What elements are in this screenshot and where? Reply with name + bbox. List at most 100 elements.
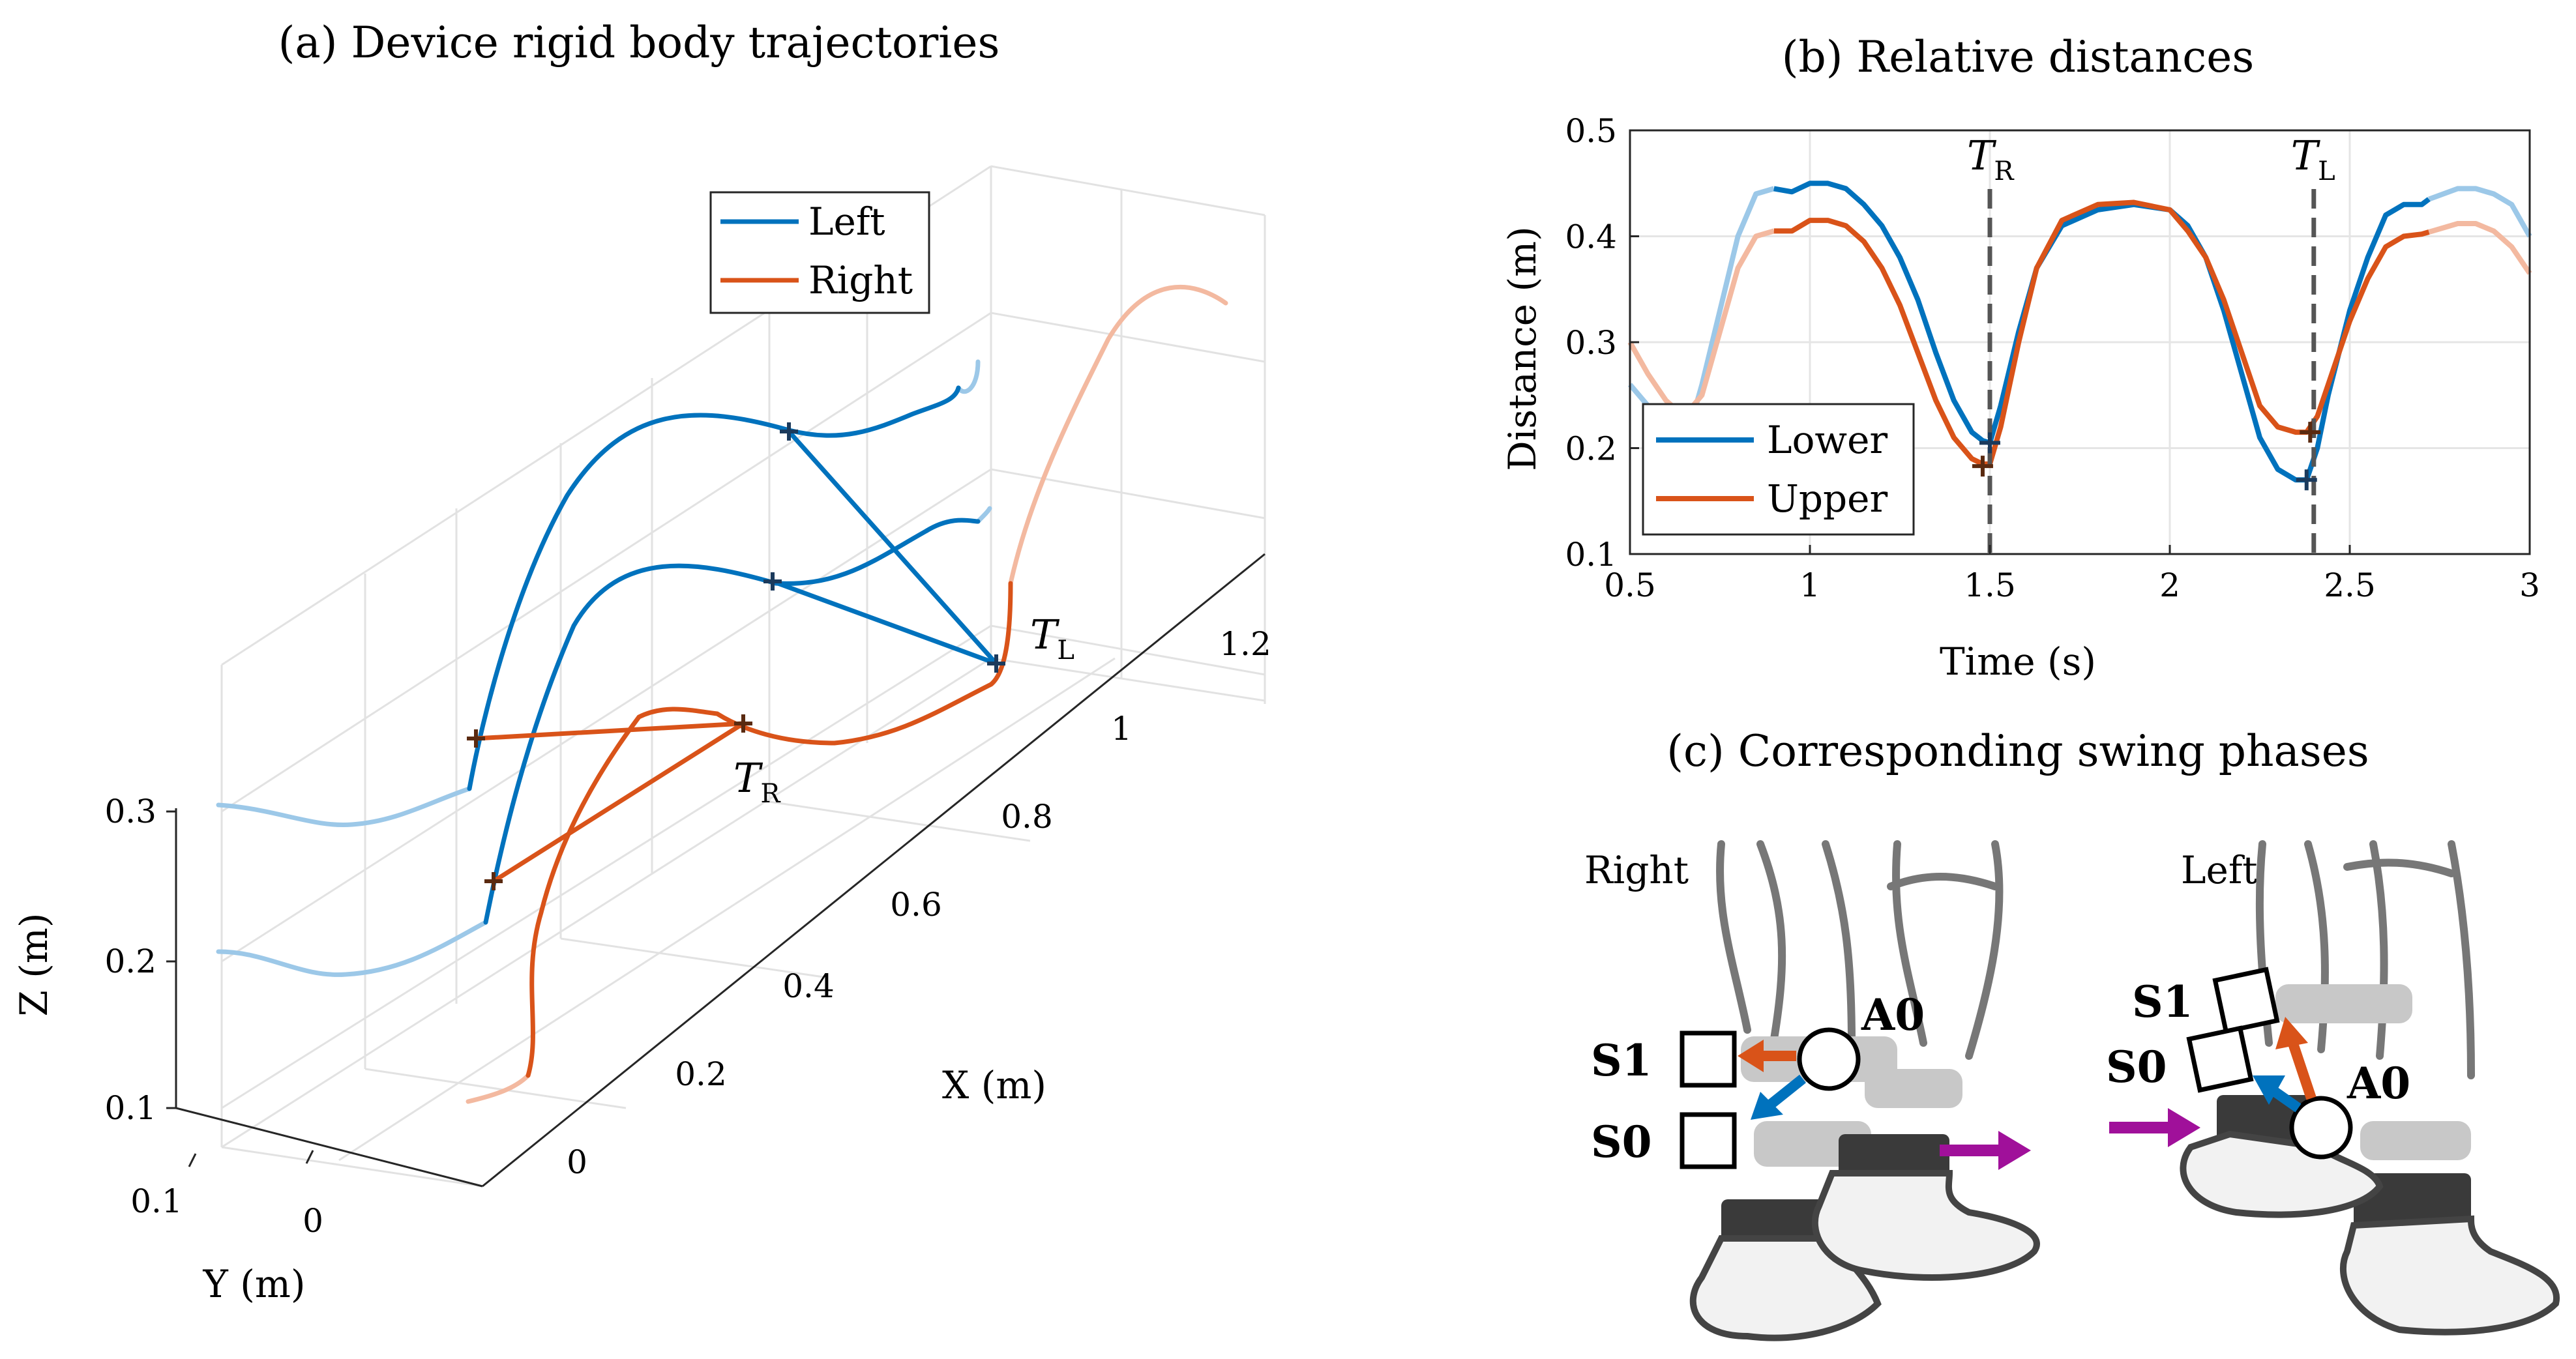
sensor-s1-label: S1: [1591, 1035, 1652, 1086]
legend-label-left: Left: [808, 199, 885, 244]
grid-line: [990, 657, 1266, 702]
panel-b-markers: [1972, 422, 2321, 491]
sensor-s0-square: [1680, 1112, 1737, 1169]
left-marker: [780, 422, 798, 441]
strap: [2360, 1121, 2471, 1160]
grid-line: [364, 1068, 627, 1109]
sensor-s0-label: S0: [2106, 1042, 2167, 1092]
grid-line: [560, 937, 829, 979]
panel-a: (a) Device rigid body trajectories: [12, 18, 1271, 1306]
shoe: [2339, 1215, 2560, 1336]
grid-line: [990, 468, 1266, 519]
leg-line: [1716, 840, 1751, 1034]
strap: [1865, 1069, 1962, 1108]
panel-c: (c) Corresponding swing phases Right S1: [1584, 726, 2560, 1341]
grid-line: [221, 468, 992, 963]
x-tick-label: 2.5: [2324, 566, 2376, 604]
panel-b-event-lines: TR TL: [1967, 132, 2335, 554]
leg-line: [2343, 858, 2455, 877]
sensor-a0-circle: [1797, 1027, 1861, 1091]
left-swing-illustration: Left S1 S0 A0: [2106, 840, 2560, 1336]
x-tick-label: 1.5: [1964, 566, 2016, 604]
series-upper-faded-end: [2428, 221, 2532, 275]
marker-upper: [1972, 456, 1993, 477]
right-swing-label: Right: [1584, 848, 1689, 892]
x-tick-label: 0.8: [1001, 798, 1053, 836]
grid-line: [990, 312, 1266, 363]
right-marker: [734, 714, 752, 733]
x-tick-label: 1: [1111, 710, 1132, 748]
x-tick-label: 0.4: [782, 967, 835, 1005]
leg-line: [1887, 873, 1999, 890]
annotation-t-r: TR: [733, 754, 781, 809]
x-tick-label: 0.6: [890, 886, 942, 924]
panel-b-legend: Lower Upper: [1642, 403, 1915, 536]
left-swing-label: Left: [2181, 848, 2258, 892]
y-tick-label: 0: [303, 1202, 323, 1240]
x-tick-label: 0.2: [675, 1055, 727, 1093]
panel-b-x-label: Time (s): [1940, 639, 2096, 684]
right-trajectories: [473, 581, 1013, 1078]
legend-label-right: Right: [808, 258, 913, 302]
x-tick-label: 1: [1799, 566, 1820, 604]
right-marker: [467, 729, 485, 748]
right-link-line: [491, 721, 746, 884]
legend-label-upper: Upper: [1767, 476, 1888, 521]
legend-box: [709, 191, 930, 314]
y-tick-label: 0.2: [1565, 430, 1617, 468]
y-tick-label: 0.4: [1565, 218, 1617, 256]
left-lower-faded-start: [216, 920, 488, 977]
z-axis-label: Z (m): [12, 913, 56, 1017]
right-upper-faded-end: [1008, 285, 1228, 586]
z-tick-label: 0.3: [104, 793, 156, 830]
legend-box: [1642, 403, 1915, 536]
grid-line: [221, 1146, 483, 1188]
leg-line: [1892, 840, 1927, 1047]
sensor-s0-label: S0: [1591, 1117, 1652, 1167]
leg-line: [1822, 840, 1856, 1047]
sensor-a0-label: A0: [2347, 1058, 2410, 1109]
x-tick-label: 3: [2519, 566, 2540, 604]
z-tick-label: 0.2: [104, 943, 156, 980]
legs-outline: [1716, 840, 2004, 1060]
event-label-sub: R: [1994, 156, 2015, 186]
faded-trajectories: [216, 285, 1228, 1104]
left-link-line: [770, 579, 999, 666]
y-tick-mark: [305, 1150, 314, 1164]
grid-line: [990, 165, 1266, 216]
grid-line: [990, 624, 1266, 676]
x-tick-label: 0.5: [1604, 566, 1656, 604]
x-ticks: 0 0.2 0.4 0.6 0.8 1 1.2 X (m): [567, 625, 1271, 1181]
arrow-purple: [1940, 1131, 2031, 1170]
right-link-line: [473, 721, 746, 741]
right-lower-faded-start: [466, 1073, 531, 1104]
grid-line: [338, 657, 1116, 1162]
panel-b-title: (b) Relative distances: [1782, 32, 2254, 82]
panel-a-axes: [175, 553, 1266, 1188]
arrow-orange: [1738, 1040, 1796, 1072]
sensor-a0-label: A0: [1861, 989, 1925, 1040]
strap: [2275, 984, 2412, 1023]
annotation-t-l: TL: [1030, 611, 1074, 665]
arrow-blue: [1751, 1074, 1806, 1120]
panel-b-y-label: Distance (m): [1500, 226, 1545, 471]
left-upper-trajectory: [467, 385, 961, 791]
z-ticks: 0.3 0.2 0.1 Z (m): [12, 793, 176, 1127]
series-upper-line: [1773, 199, 2430, 467]
left-marker: [763, 572, 782, 591]
left-lower-faded-end: [975, 506, 992, 524]
y-tick-mark: [188, 1153, 197, 1167]
y-tick-label: 0.1: [130, 1182, 183, 1220]
y-tick-label: 0.3: [1565, 324, 1617, 362]
legend-label-lower: Lower: [1767, 418, 1888, 462]
leg-line: [1965, 840, 2004, 1060]
plot-frame: [1629, 129, 2531, 555]
grid-line: [221, 312, 992, 813]
event-label-sub: L: [2318, 156, 2335, 186]
leg-line: [2448, 840, 2475, 1079]
event-label: TL: [2291, 132, 2335, 186]
series-lower-faded-end: [2428, 186, 2532, 238]
sensor-s1-square: [2212, 967, 2280, 1034]
panel-b-axes: 0.5 1 1.5 2 2.5 3 0.1 0.2 0.3 0.4 0.5: [1565, 112, 2539, 604]
